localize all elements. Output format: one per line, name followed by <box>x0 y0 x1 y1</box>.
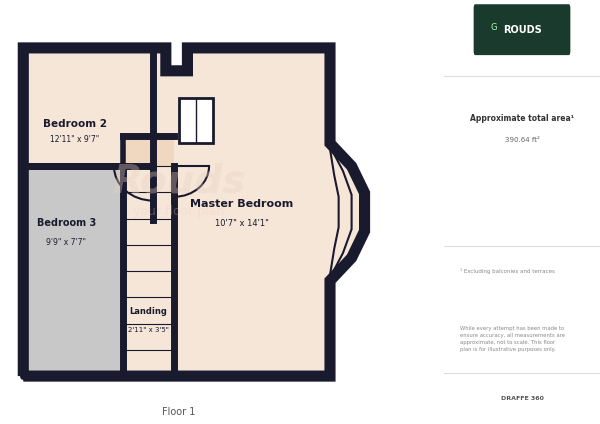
Text: your floor plan: your floor plan <box>133 206 224 218</box>
Text: Rouds: Rouds <box>112 162 245 201</box>
Text: 10'7" x 14'1": 10'7" x 14'1" <box>215 219 268 228</box>
Text: ¹ Excluding balconies and terraces: ¹ Excluding balconies and terraces <box>460 268 554 274</box>
Polygon shape <box>122 166 175 376</box>
Text: Bedroom 3: Bedroom 3 <box>37 218 96 229</box>
Polygon shape <box>23 48 365 376</box>
Text: 12'11" x 9'7": 12'11" x 9'7" <box>50 135 100 144</box>
Text: While every attempt has been made to
ensure accuracy, all measurements are
appro: While every attempt has been made to ens… <box>460 326 565 352</box>
Text: Landing: Landing <box>130 307 167 316</box>
Text: DRAFFE 360: DRAFFE 360 <box>500 396 544 401</box>
Text: 9'9" x 7'7": 9'9" x 7'7" <box>46 238 86 247</box>
Text: G: G <box>491 23 497 32</box>
Text: Approximate total area¹: Approximate total area¹ <box>470 114 574 123</box>
Text: ROUDS: ROUDS <box>503 25 541 35</box>
Polygon shape <box>23 166 122 376</box>
Text: 390.64 ft²: 390.64 ft² <box>505 137 539 143</box>
Bar <box>179 98 214 143</box>
FancyBboxPatch shape <box>473 4 571 55</box>
Polygon shape <box>122 136 175 166</box>
Text: Master Bedroom: Master Bedroom <box>190 199 293 209</box>
Text: Bedroom 2: Bedroom 2 <box>43 119 107 129</box>
Text: Floor 1: Floor 1 <box>162 407 196 417</box>
Text: 2'11" x 3'5": 2'11" x 3'5" <box>128 327 169 333</box>
